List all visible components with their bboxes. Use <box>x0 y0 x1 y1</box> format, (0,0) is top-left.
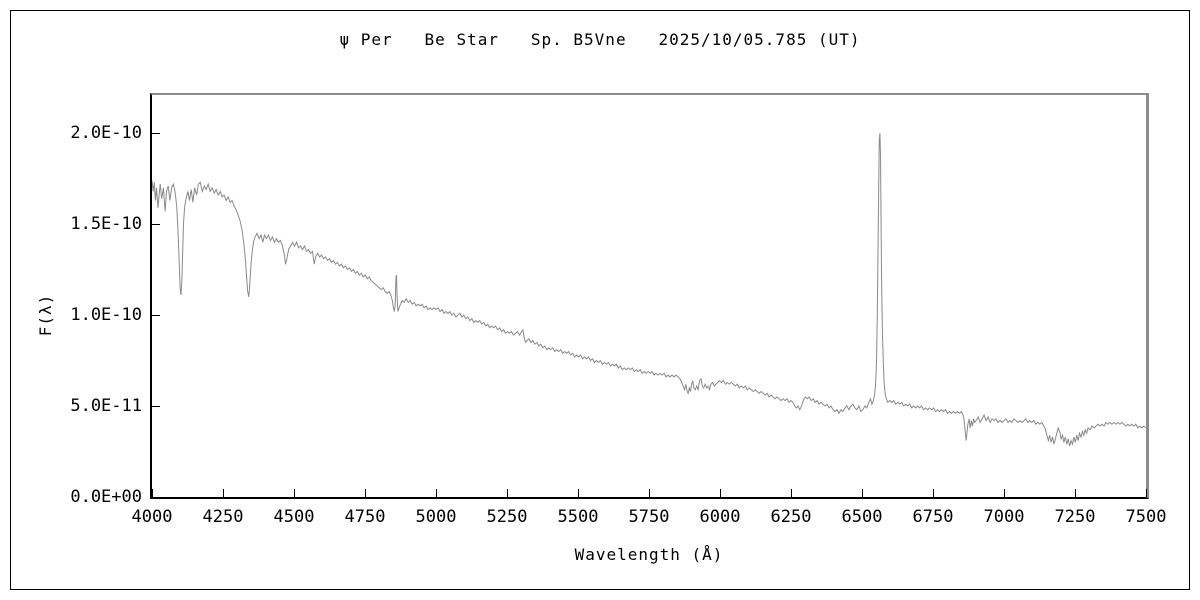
y-tick-label: 2.0E-10 <box>70 123 142 144</box>
y-tick-mark <box>152 223 160 225</box>
x-tick-label: 4250 <box>202 507 244 527</box>
x-tick-mark <box>293 489 295 497</box>
x-tick-mark <box>1145 489 1147 497</box>
x-tick-label: 7250 <box>1054 507 1096 527</box>
x-tick-label: 6250 <box>770 507 812 527</box>
x-tick-mark <box>151 489 153 497</box>
y-tick-label: 5.0E-11 <box>70 396 142 417</box>
y-tick-mark <box>152 496 160 498</box>
y-tick-mark <box>152 132 160 134</box>
x-axis-title: Wavelength (Å) <box>574 545 724 564</box>
x-tick-label: 4750 <box>344 507 386 527</box>
x-tick-mark <box>932 489 934 497</box>
x-tick-label: 5000 <box>415 507 457 527</box>
figure-border <box>10 10 1190 590</box>
x-tick-mark <box>577 489 579 497</box>
y-tick-label: 1.0E-10 <box>70 305 142 326</box>
x-tick-label: 5250 <box>486 507 528 527</box>
y-tick-mark <box>152 405 160 407</box>
x-tick-mark <box>719 489 721 497</box>
x-tick-mark <box>648 489 650 497</box>
x-tick-label: 6500 <box>841 507 883 527</box>
x-tick-label: 5500 <box>557 507 599 527</box>
x-tick-label: 6750 <box>912 507 954 527</box>
x-tick-label: 7000 <box>983 507 1025 527</box>
x-tick-label: 5750 <box>628 507 670 527</box>
x-tick-mark <box>222 489 224 497</box>
x-tick-label: 4500 <box>273 507 315 527</box>
y-tick-label: 0.0E+00 <box>70 487 142 507</box>
x-tick-label: 7500 <box>1125 507 1167 527</box>
x-tick-mark <box>364 489 366 497</box>
y-tick-label: 1.5E-10 <box>70 214 142 235</box>
y-axis-title: F(λ) <box>36 293 55 337</box>
x-tick-label: 6000 <box>699 507 741 527</box>
spectrum-line <box>152 133 1146 447</box>
plot-area <box>152 95 1146 497</box>
plot-frame <box>150 93 1149 499</box>
x-tick-mark <box>506 489 508 497</box>
spectrum-plot <box>152 133 1146 447</box>
x-tick-mark <box>861 489 863 497</box>
plot-title: ψ Per Be Star Sp. B5Vne 2025/10/05.785 (… <box>339 30 861 49</box>
x-tick-mark <box>1074 489 1076 497</box>
x-tick-mark <box>1003 489 1005 497</box>
y-tick-mark <box>152 314 160 316</box>
x-tick-mark <box>790 489 792 497</box>
x-tick-mark <box>435 489 437 497</box>
x-tick-label: 4000 <box>131 507 173 527</box>
